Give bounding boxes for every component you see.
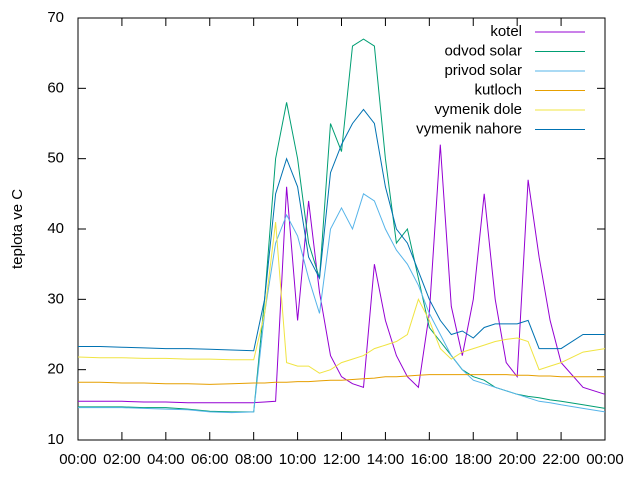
data-line [78,374,605,385]
x-tick-label: 02:00 [103,451,141,468]
x-tick-label: 06:00 [191,451,229,468]
y-tick-label: 30 [47,290,64,307]
x-tick-label: 12:00 [323,451,361,468]
x-tick-label: 08:00 [235,451,273,468]
data-line [77,221,606,374]
legend-label: odvod solar [444,42,522,59]
x-tick-label: 18:00 [454,451,492,468]
data-line [78,108,605,352]
y-tick-label: 60 [47,79,64,96]
y-tick-label: 70 [47,9,64,26]
x-tick-label: 10:00 [279,451,317,468]
x-tick-label: 20:00 [498,451,536,468]
legend-label: vymenik dole [434,101,522,118]
legend-label: privod solar [444,62,522,79]
x-tick-label: 14:00 [367,451,405,468]
x-tick-label: 00:00 [59,451,97,468]
data-line [78,144,606,404]
x-tick-label: 00:00 [586,451,624,468]
x-tick-label: 16:00 [411,451,449,468]
x-tick-label: 04:00 [147,451,185,468]
legend-label: vymenik nahore [416,120,522,137]
x-tick-label: 22:00 [542,451,580,468]
y-tick-label: 40 [47,220,64,237]
y-tick-label: 20 [47,361,64,378]
legend-label: kotel [490,23,522,40]
y-tick-label: 50 [47,150,64,167]
y-axis-label: teplota ve C [9,189,26,269]
y-tick-label: 10 [47,431,64,448]
legend-label: kutloch [474,81,522,98]
data-line [78,193,606,414]
